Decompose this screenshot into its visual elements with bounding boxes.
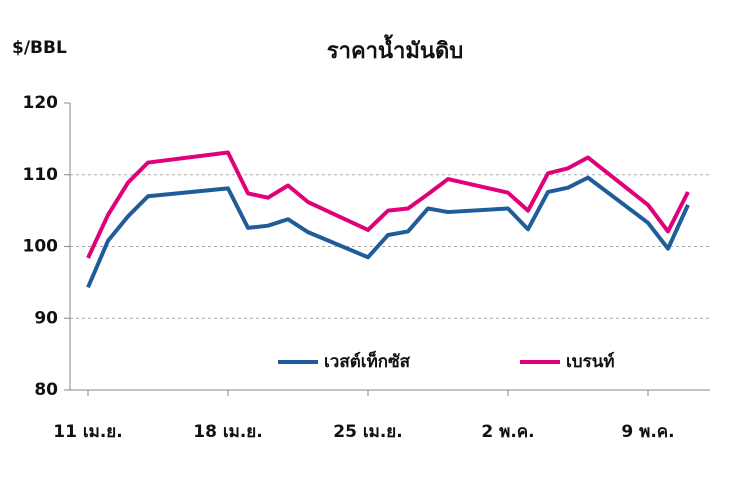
y-tick-label: 80: [34, 380, 58, 400]
y-tick-label: 110: [23, 165, 59, 185]
x-tick-label: 25 เม.ย.: [333, 422, 402, 442]
x-tick-label: 11 เม.ย.: [53, 422, 122, 442]
legend-label: เบรนท์: [566, 351, 615, 372]
y-tick-label: 120: [23, 93, 59, 113]
x-tick-label: 2 พ.ค.: [481, 422, 534, 442]
y-tick-label: 90: [34, 308, 58, 328]
y-tick-label: 100: [23, 237, 59, 257]
legend-label: เวสต์เท็กซัส: [324, 349, 411, 372]
data-line: [86, 175, 690, 289]
chart-title: ราคาน้ำมันดิบ: [327, 34, 463, 64]
x-tick-label: 18 เม.ย.: [193, 422, 262, 442]
y-axis-label: $/BBL: [12, 38, 67, 58]
x-tick-label: 9 พ.ค.: [621, 422, 674, 442]
data-line: [86, 150, 690, 259]
